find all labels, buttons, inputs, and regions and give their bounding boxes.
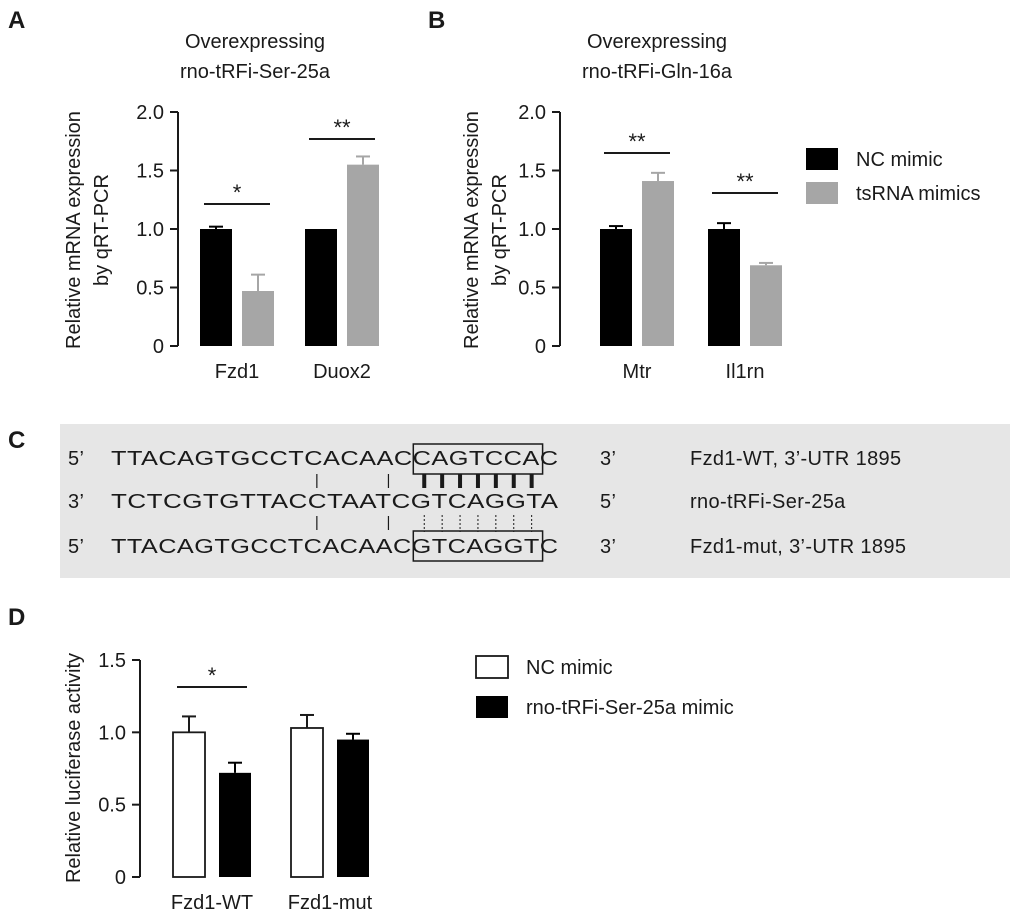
panel-letter-d: D (8, 604, 25, 631)
chart-b-legend-label: NC mimic (856, 149, 943, 171)
chart-b-title-line-1: Overexpressing (587, 31, 727, 53)
chart-d-category-label: Fzd1-mut (288, 892, 373, 914)
alignment-sequence: TTACAGTGCCTCACAACCAGTCCAC (111, 448, 559, 470)
chart-a-bar-duox2-control (305, 229, 337, 346)
chart-b-ytick-label: 2.0 (518, 102, 546, 124)
alignment-end-right: 3’ (600, 448, 616, 470)
chart-b-ytick-label: 0.5 (518, 278, 546, 300)
chart-b-ylabel-line-1: Relative mRNA expression (461, 111, 483, 349)
chart-a-significance-label: * (233, 180, 242, 205)
panel-letter-b: B (428, 7, 445, 34)
alignment-end-left: 5’ (68, 448, 84, 470)
chart-b-legend-swatch (806, 182, 838, 204)
panel-letter-c: C (8, 427, 25, 454)
chart-b-bar-il1rn-treated (750, 265, 782, 346)
chart-b-bar-il1rn-control (708, 229, 740, 346)
chart-a-ytick-label: 0.5 (136, 278, 164, 300)
chart-d-legend-swatch (476, 696, 508, 718)
chart-b-ytick-label: 0 (535, 336, 546, 358)
chart-b-significance-label: ** (628, 129, 646, 154)
chart-b-bar-mtr-control (600, 229, 632, 346)
chart-d-ytick-label: 0.5 (98, 795, 126, 817)
alignment-end-left: 5’ (68, 536, 84, 558)
chart-d-significance-label: * (208, 663, 217, 688)
chart-d-ylabel-line-1: Relative luciferase activity (63, 653, 85, 883)
alignment-sequence: TTACAGTGCCTCACAACGTCAGGTC (111, 536, 559, 558)
chart-b-bar-mtr-treated (642, 181, 674, 346)
chart-d-ytick-label: 0 (115, 867, 126, 889)
chart-a-bar-duox2-treated (347, 164, 379, 346)
chart-a-bar-fzd1-treated (242, 291, 274, 346)
chart-a-ytick-label: 1.0 (136, 219, 164, 241)
panel-letter-a: A (8, 7, 25, 34)
chart-a-bar-fzd1-control (200, 229, 232, 346)
alignment-row-label: Fzd1-mut, 3’-UTR 1895 (690, 536, 906, 558)
chart-b: Overexpressing rno-tRFi-Gln-16a Relative m… (461, 31, 980, 383)
chart-b-category-label: Il1rn (726, 361, 765, 383)
chart-d-bar-fzd1-wt-control (172, 731, 206, 878)
alignment-panel: 5’ TTACAGTGCCTCACAACCAGTCCAC 3’ Fzd1-WT, 3’… (60, 424, 1010, 578)
chart-a-category-label: Fzd1 (215, 361, 259, 383)
chart-d-ytick-label: 1.0 (98, 722, 126, 744)
chart-a-significance-label: ** (333, 115, 351, 140)
chart-a-ylabel-line-1: Relative mRNA expression (63, 111, 85, 349)
chart-d-legend-label: NC mimic (526, 657, 613, 679)
chart-a-ylabel-line-2: by qRT-PCR (91, 174, 113, 286)
chart-a: Overexpressing rno-tRFi-Ser-25a Relative m… (63, 31, 379, 383)
chart-b-significance-label: ** (736, 169, 754, 194)
alignment-sequence: TCTCGTGTTACCTAATCGTCAGGTA (111, 491, 559, 513)
chart-d-legend-swatch (475, 655, 509, 679)
chart-b-ytick-label: 1.5 (518, 161, 546, 183)
chart-b-category-label: Mtr (623, 361, 652, 383)
chart-d-bar-fzd1-mut-control (290, 727, 324, 878)
chart-b-ylabel-line-2: by qRT-PCR (489, 174, 511, 286)
alignment-end-left: 3’ (68, 491, 84, 513)
chart-d: Relative luciferase activity 0 0.5 1.0 1.5 Fz… (63, 650, 734, 914)
alignment-end-right: 5’ (600, 491, 616, 513)
chart-d-legend-label: rno-tRFi-Ser-25a mimic (526, 697, 734, 719)
chart-d-ytick-label: 1.5 (98, 650, 126, 672)
alignment-end-right: 3’ (600, 536, 616, 558)
alignment-row-label: rno-tRFi-Ser-25a (690, 491, 846, 513)
chart-a-title-line-2: rno-tRFi-Ser-25a (180, 61, 331, 83)
chart-d-bar-fzd1-wt-treated (219, 772, 251, 877)
chart-b-legend-label: tsRNA mimics (856, 183, 980, 205)
alignment-row-label: Fzd1-WT, 3’-UTR 1895 (690, 448, 902, 470)
chart-a-ytick-label: 0 (153, 336, 164, 358)
alignment-background (60, 424, 1010, 578)
chart-a-ytick-label: 2.0 (136, 102, 164, 124)
chart-b-ytick-label: 1.0 (518, 219, 546, 241)
chart-a-category-label: Duox2 (313, 361, 371, 383)
chart-a-ytick-label: 1.5 (136, 161, 164, 183)
chart-b-legend-swatch (806, 148, 838, 170)
chart-d-bar-fzd1-mut-treated (337, 739, 369, 877)
chart-b-title-line-2: rno-tRFi-Gln-16a (582, 61, 733, 83)
chart-a-title-line-1: Overexpressing (185, 31, 325, 53)
chart-d-category-label: Fzd1-WT (171, 892, 253, 914)
